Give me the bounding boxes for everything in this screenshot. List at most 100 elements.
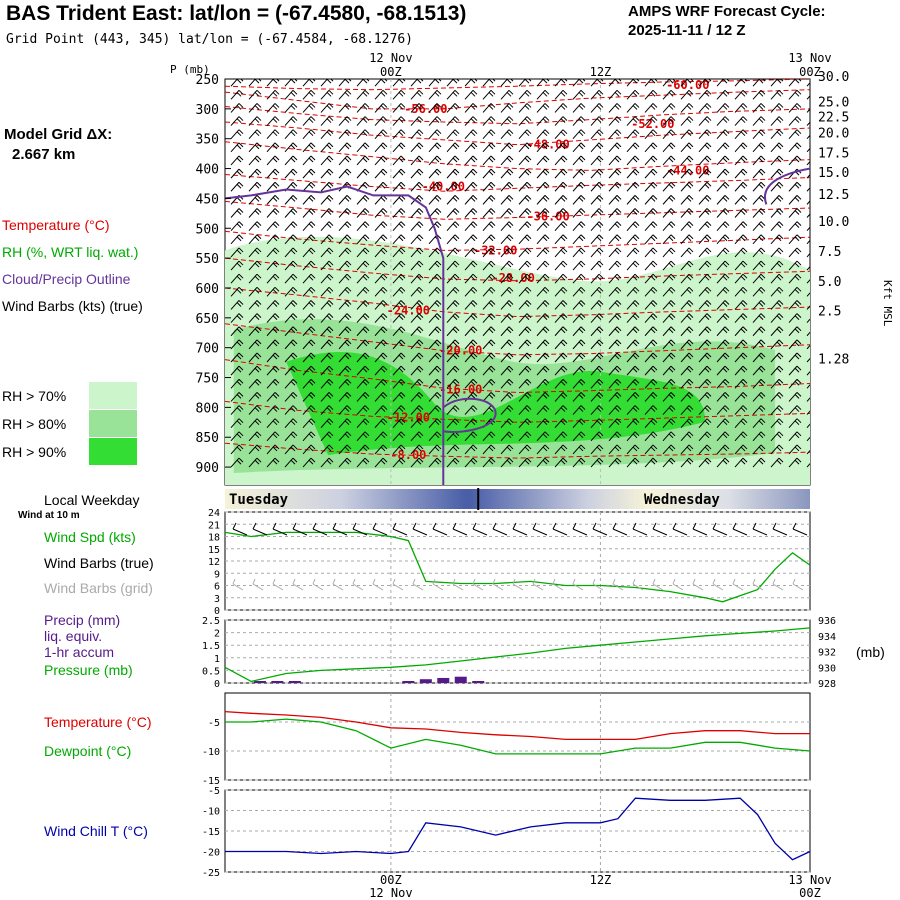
wind-barb: [248, 392, 262, 402]
height-tick-label: 7.5: [818, 245, 841, 260]
wind-panel-tick-label: 21: [208, 520, 220, 531]
rh-swatch-70: [89, 382, 137, 409]
wind-barb: [518, 181, 532, 192]
wind-barb: [662, 418, 676, 429]
wind-barb: [770, 116, 784, 126]
wind-barb: [716, 129, 730, 140]
wind-barb: [554, 116, 568, 126]
wind-barb: [734, 129, 748, 140]
wind-barb: [518, 326, 532, 337]
wind-barb: [716, 208, 730, 218]
wind-barb: [608, 286, 622, 297]
wind-barb: [392, 234, 406, 245]
wind-barb: [662, 352, 676, 363]
wind-barb: [320, 234, 334, 245]
wind-barb: [698, 457, 712, 468]
wind-barb: [734, 195, 748, 205]
wind-barb: [626, 392, 640, 402]
wind-barb: [266, 247, 280, 258]
wind-barb: [482, 365, 496, 376]
wind-barb: [572, 444, 586, 455]
wind-barb: [410, 273, 424, 284]
model-grid-value: 2.667 km: [12, 146, 76, 163]
surface-wind-barb-grid: [532, 578, 544, 591]
wind-barb: [410, 221, 424, 231]
wind-barb: [698, 247, 712, 258]
wind-barb: [752, 352, 766, 363]
wind-barb: [662, 444, 676, 455]
wind-barb: [680, 155, 694, 166]
wind-barb: [482, 300, 496, 310]
pressure-axis-title: P (mb): [170, 63, 210, 76]
wind-barb: [230, 221, 244, 231]
wind-barb: [554, 392, 568, 402]
wind-barb: [770, 326, 784, 337]
wind-barb: [374, 89, 388, 100]
wind-barb: [716, 286, 730, 297]
wind-barb: [536, 365, 550, 376]
wind-barb: [428, 155, 442, 166]
wind-barb: [338, 457, 352, 468]
wind-barb: [284, 103, 298, 113]
wind-barb: [410, 378, 424, 389]
wind-barb: [572, 431, 586, 442]
wind-barb: [338, 168, 352, 179]
wind-barb: [806, 95, 810, 100]
wind-barb: [662, 168, 676, 179]
wind-barb: [788, 300, 802, 310]
surface-wind-barb-grid: [492, 578, 504, 591]
wind-barb: [428, 431, 442, 442]
wind-barb: [590, 431, 604, 442]
wind-barb: [644, 260, 658, 271]
wind-barb: [806, 82, 810, 87]
wind-barb: [716, 378, 730, 389]
wind-barb: [464, 221, 478, 231]
wind-barb: [392, 326, 406, 337]
surface-wind-barb: [512, 522, 528, 536]
bottom-time-label-1: 13 Nov: [788, 873, 831, 887]
surface-wind-barb-grid: [292, 578, 304, 591]
wind-barb: [248, 286, 262, 297]
wind-barb: [320, 168, 334, 179]
wind-barb: [410, 116, 424, 126]
wind-barb: [608, 89, 622, 100]
bottom-time-label-1: 12Z: [590, 873, 612, 887]
wind-barb: [770, 273, 784, 284]
wind-barb: [374, 142, 388, 153]
wind-barb: [374, 260, 388, 271]
surface-wind-barb: [772, 522, 788, 536]
temperature-contour: [225, 121, 810, 146]
wind-barb: [284, 260, 298, 271]
cross-section-clip: -60.00-56.00-52.00-48.00-44.00-40.00-36.…: [225, 79, 810, 485]
wind-barb: [320, 405, 334, 415]
wind-barb: [554, 247, 568, 258]
wind-barb: [554, 378, 568, 389]
wind-barb: [374, 155, 388, 166]
wind-barb: [752, 103, 766, 113]
contour-label: -40.00: [422, 179, 465, 193]
wind-barb: [788, 273, 802, 284]
wind-barb: [698, 234, 712, 245]
wind-barb: [554, 181, 568, 192]
wind-barb: [248, 378, 262, 389]
wind-barb: [770, 247, 784, 258]
wind-barb: [464, 326, 478, 337]
wind-barb: [662, 221, 676, 231]
wind-barb: [590, 168, 604, 179]
wind-barb: [572, 142, 586, 153]
wind-barb: [266, 142, 280, 153]
wind-barb: [482, 181, 496, 192]
wind-barb: [248, 195, 262, 205]
wind-barb: [500, 79, 514, 87]
wind-barb: [554, 234, 568, 245]
wind-barb: [716, 273, 730, 284]
wind-barb: [770, 260, 784, 271]
wind-barb: [230, 129, 244, 140]
wind-barb: [464, 273, 478, 284]
wind-barb: [572, 155, 586, 166]
wind-barb: [302, 155, 316, 166]
wind-barb: [446, 352, 460, 363]
wind-barb: [572, 418, 586, 429]
wind-barb: [266, 103, 280, 113]
wind-barb: [428, 457, 442, 468]
